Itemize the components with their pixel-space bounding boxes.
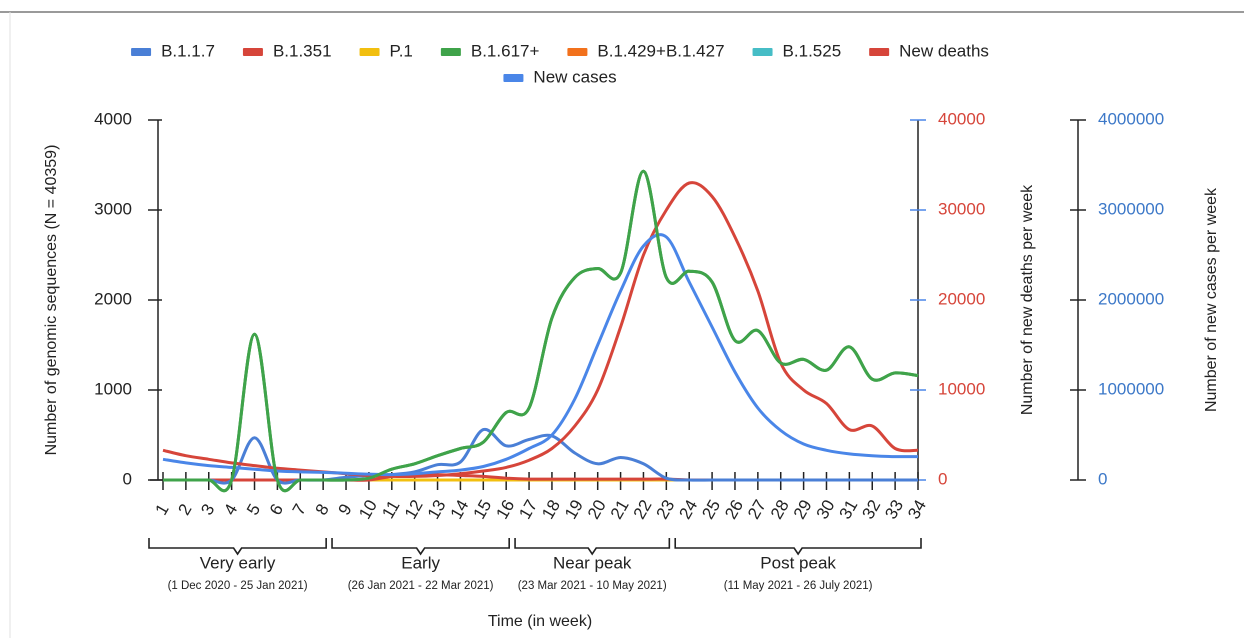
- x-tick-label: 22: [630, 497, 656, 523]
- series-line: [162, 233, 919, 477]
- x-tick-label: 10: [355, 497, 381, 523]
- x-tick-label: 21: [607, 497, 633, 523]
- y2-tick-label: 10000: [938, 379, 985, 398]
- x-tick-label: 7: [289, 501, 310, 519]
- x-tick-label: 13: [424, 497, 450, 523]
- series-line: [162, 181, 919, 479]
- y-tick-label: 0: [123, 469, 132, 488]
- x-tick-label: 6: [266, 501, 287, 519]
- legend-swatch: [359, 48, 380, 56]
- y-tick-label: 1000: [94, 379, 132, 398]
- x-tick-label: 12: [401, 497, 427, 523]
- legend-item: New deaths: [869, 41, 989, 60]
- x-tick-label: 1: [152, 501, 173, 519]
- x-tick-label: 16: [492, 497, 518, 523]
- x-tick-label: 14: [447, 497, 473, 523]
- legend-swatch: [503, 74, 524, 82]
- phase-label: Post peak: [760, 553, 836, 572]
- phase-bracket: [331, 538, 510, 556]
- phase-label: Very early: [200, 553, 276, 572]
- y2-tick-label: 40000: [938, 109, 985, 128]
- phase-bracket: [148, 538, 327, 556]
- y2-tick-label: 20000: [938, 289, 985, 308]
- legend-swatch: [242, 48, 263, 56]
- series-line: [163, 169, 919, 493]
- legend-item: New cases: [503, 67, 617, 86]
- x-tick-label: 34: [904, 497, 930, 523]
- x-tick-label: 2: [174, 501, 195, 519]
- legend-item: B.1.1.7: [131, 41, 215, 60]
- x-tick-label: 26: [721, 497, 747, 523]
- legend-swatch: [752, 48, 773, 56]
- x-tick-label: 28: [767, 497, 793, 523]
- x-tick-label: 17: [515, 497, 541, 523]
- y-tick-label: 4000: [94, 109, 132, 128]
- legend-label: P.1: [390, 41, 413, 60]
- series-line: [163, 427, 918, 485]
- phase-bracket: [674, 538, 922, 556]
- x-tick-label: 5: [243, 501, 264, 519]
- legend-swatch: [869, 48, 890, 56]
- y3-tick-label: 4000000: [1098, 109, 1164, 128]
- x-tick-label: 32: [858, 497, 884, 523]
- y3-tick-label: 3000000: [1098, 199, 1164, 218]
- legend-item: B.1.351: [242, 41, 332, 60]
- y3-tick-label: 2000000: [1098, 289, 1164, 308]
- x-tick-label: 4: [220, 501, 241, 519]
- x-tick-label: 30: [813, 497, 839, 523]
- legend-label: B.1.617+: [471, 41, 540, 60]
- x-tick-label: 24: [675, 497, 701, 523]
- legend-swatch: [440, 48, 461, 56]
- legend-label: B.1.525: [783, 41, 842, 60]
- legend-label: B.1.1.7: [161, 41, 215, 60]
- phase-label: Near peak: [553, 553, 632, 572]
- x-tick-label: 33: [881, 497, 907, 523]
- legend-swatch: [131, 48, 152, 56]
- x-tick-label: 23: [652, 497, 678, 523]
- legend-label: B.1.429+B.1.427: [597, 41, 724, 60]
- y-tick-label: 2000: [94, 289, 132, 308]
- phase-dates: (23 Mar 2021 - 10 May 2021): [518, 580, 667, 592]
- y2-axis-title: Number of new deaths per week: [1019, 184, 1036, 415]
- legend-label: New cases: [533, 67, 616, 86]
- x-tick-label: 9: [335, 501, 356, 519]
- legend-item: B.1.525: [752, 41, 842, 60]
- y2-tick-label: 30000: [938, 199, 985, 218]
- phase-label: Early: [401, 553, 440, 572]
- x-tick-label: 3: [197, 501, 218, 519]
- y3-axis-title: Number of new cases per week: [1203, 187, 1220, 412]
- y-axis-title: Number of genomic sequences (N = 40359): [43, 145, 60, 456]
- phase-dates: (11 May 2021 - 26 July 2021): [724, 580, 873, 592]
- legend-label: New deaths: [899, 41, 989, 60]
- legend-item: P.1: [359, 41, 413, 60]
- x-tick-label: 11: [378, 497, 403, 522]
- x-tick-label: 15: [469, 497, 495, 523]
- phase-bracket: [514, 538, 671, 556]
- x-tick-label: 27: [744, 497, 770, 523]
- x-tick-label: 31: [836, 497, 862, 523]
- y3-tick-label: 1000000: [1098, 379, 1164, 398]
- y3-tick-label: 0: [1098, 469, 1107, 488]
- x-tick-label: 29: [790, 497, 816, 523]
- x-axis-title: Time (in week): [488, 613, 592, 630]
- x-tick-label: 20: [584, 497, 610, 523]
- y2-tick-label: 0: [938, 469, 947, 488]
- phase-dates: (26 Jan 2021 - 22 Mar 2021): [348, 580, 494, 592]
- legend-label: B.1.351: [273, 41, 332, 60]
- legend-item: B.1.429+B.1.427: [567, 41, 725, 60]
- x-tick-label: 19: [561, 497, 587, 523]
- phase-dates: (1 Dec 2020 - 25 Jan 2021): [168, 580, 308, 592]
- y-tick-label: 3000: [94, 199, 132, 218]
- legend-swatch: [567, 48, 588, 56]
- x-tick-label: 25: [698, 497, 724, 523]
- x-tick-label: 18: [538, 497, 564, 523]
- legend-item: B.1.617+: [440, 41, 540, 60]
- x-tick-label: 8: [312, 501, 333, 519]
